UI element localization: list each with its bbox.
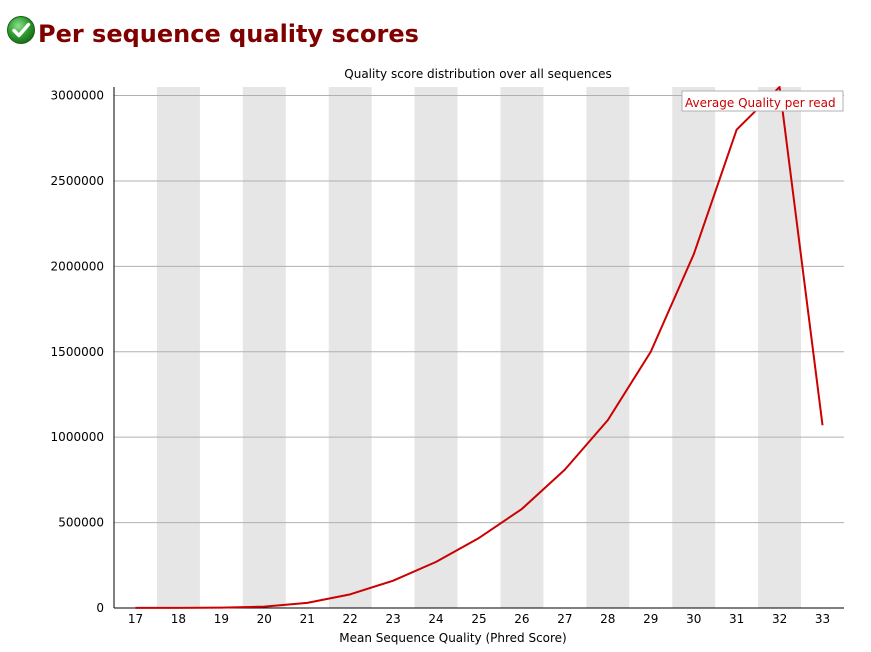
background-stripe bbox=[758, 87, 802, 608]
x-tick-label: 23 bbox=[385, 612, 400, 626]
background-stripe bbox=[328, 87, 372, 608]
y-tick-label: 2000000 bbox=[51, 259, 104, 273]
x-tick-label: 18 bbox=[171, 612, 186, 626]
x-tick-label: 24 bbox=[428, 612, 443, 626]
chart-title: Quality score distribution over all sequ… bbox=[344, 67, 611, 81]
background-stripe bbox=[156, 87, 200, 608]
x-tick-label: 17 bbox=[128, 612, 143, 626]
background-stripe bbox=[500, 87, 544, 608]
series-line bbox=[135, 86, 824, 609]
x-tick-label: 25 bbox=[471, 612, 486, 626]
x-tick-label: 28 bbox=[600, 612, 615, 626]
y-tick-label: 1000000 bbox=[51, 430, 104, 444]
legend-entry: Average Quality per read bbox=[685, 96, 836, 110]
check-circle-icon bbox=[7, 16, 35, 44]
y-tick-label: 3000000 bbox=[51, 89, 104, 103]
x-tick-label: 19 bbox=[214, 612, 229, 626]
x-tick-label: 30 bbox=[686, 612, 701, 626]
x-tick-label: 20 bbox=[257, 612, 272, 626]
page-title: Per sequence quality scores bbox=[38, 20, 419, 48]
x-tick-label: 22 bbox=[343, 612, 358, 626]
y-tick-label: 0 bbox=[96, 601, 104, 615]
background-stripe bbox=[672, 87, 716, 608]
x-tick-label: 21 bbox=[300, 612, 315, 626]
background-stripe bbox=[414, 87, 458, 608]
background-stripe bbox=[242, 87, 286, 608]
background-stripe bbox=[586, 87, 630, 608]
x-axis-label: Mean Sequence Quality (Phred Score) bbox=[339, 631, 567, 645]
y-tick-label: 1500000 bbox=[51, 345, 104, 359]
x-tick-label: 26 bbox=[514, 612, 529, 626]
report-header: Per sequence quality scores bbox=[6, 12, 419, 48]
legend-box bbox=[681, 90, 844, 112]
y-tick-label: 500000 bbox=[58, 516, 104, 530]
y-tick-label: 2500000 bbox=[51, 174, 104, 188]
x-tick-label: 33 bbox=[815, 612, 830, 626]
x-tick-label: 27 bbox=[557, 612, 572, 626]
x-tick-label: 32 bbox=[772, 612, 787, 626]
x-tick-label: 29 bbox=[643, 612, 658, 626]
x-tick-label: 31 bbox=[729, 612, 744, 626]
